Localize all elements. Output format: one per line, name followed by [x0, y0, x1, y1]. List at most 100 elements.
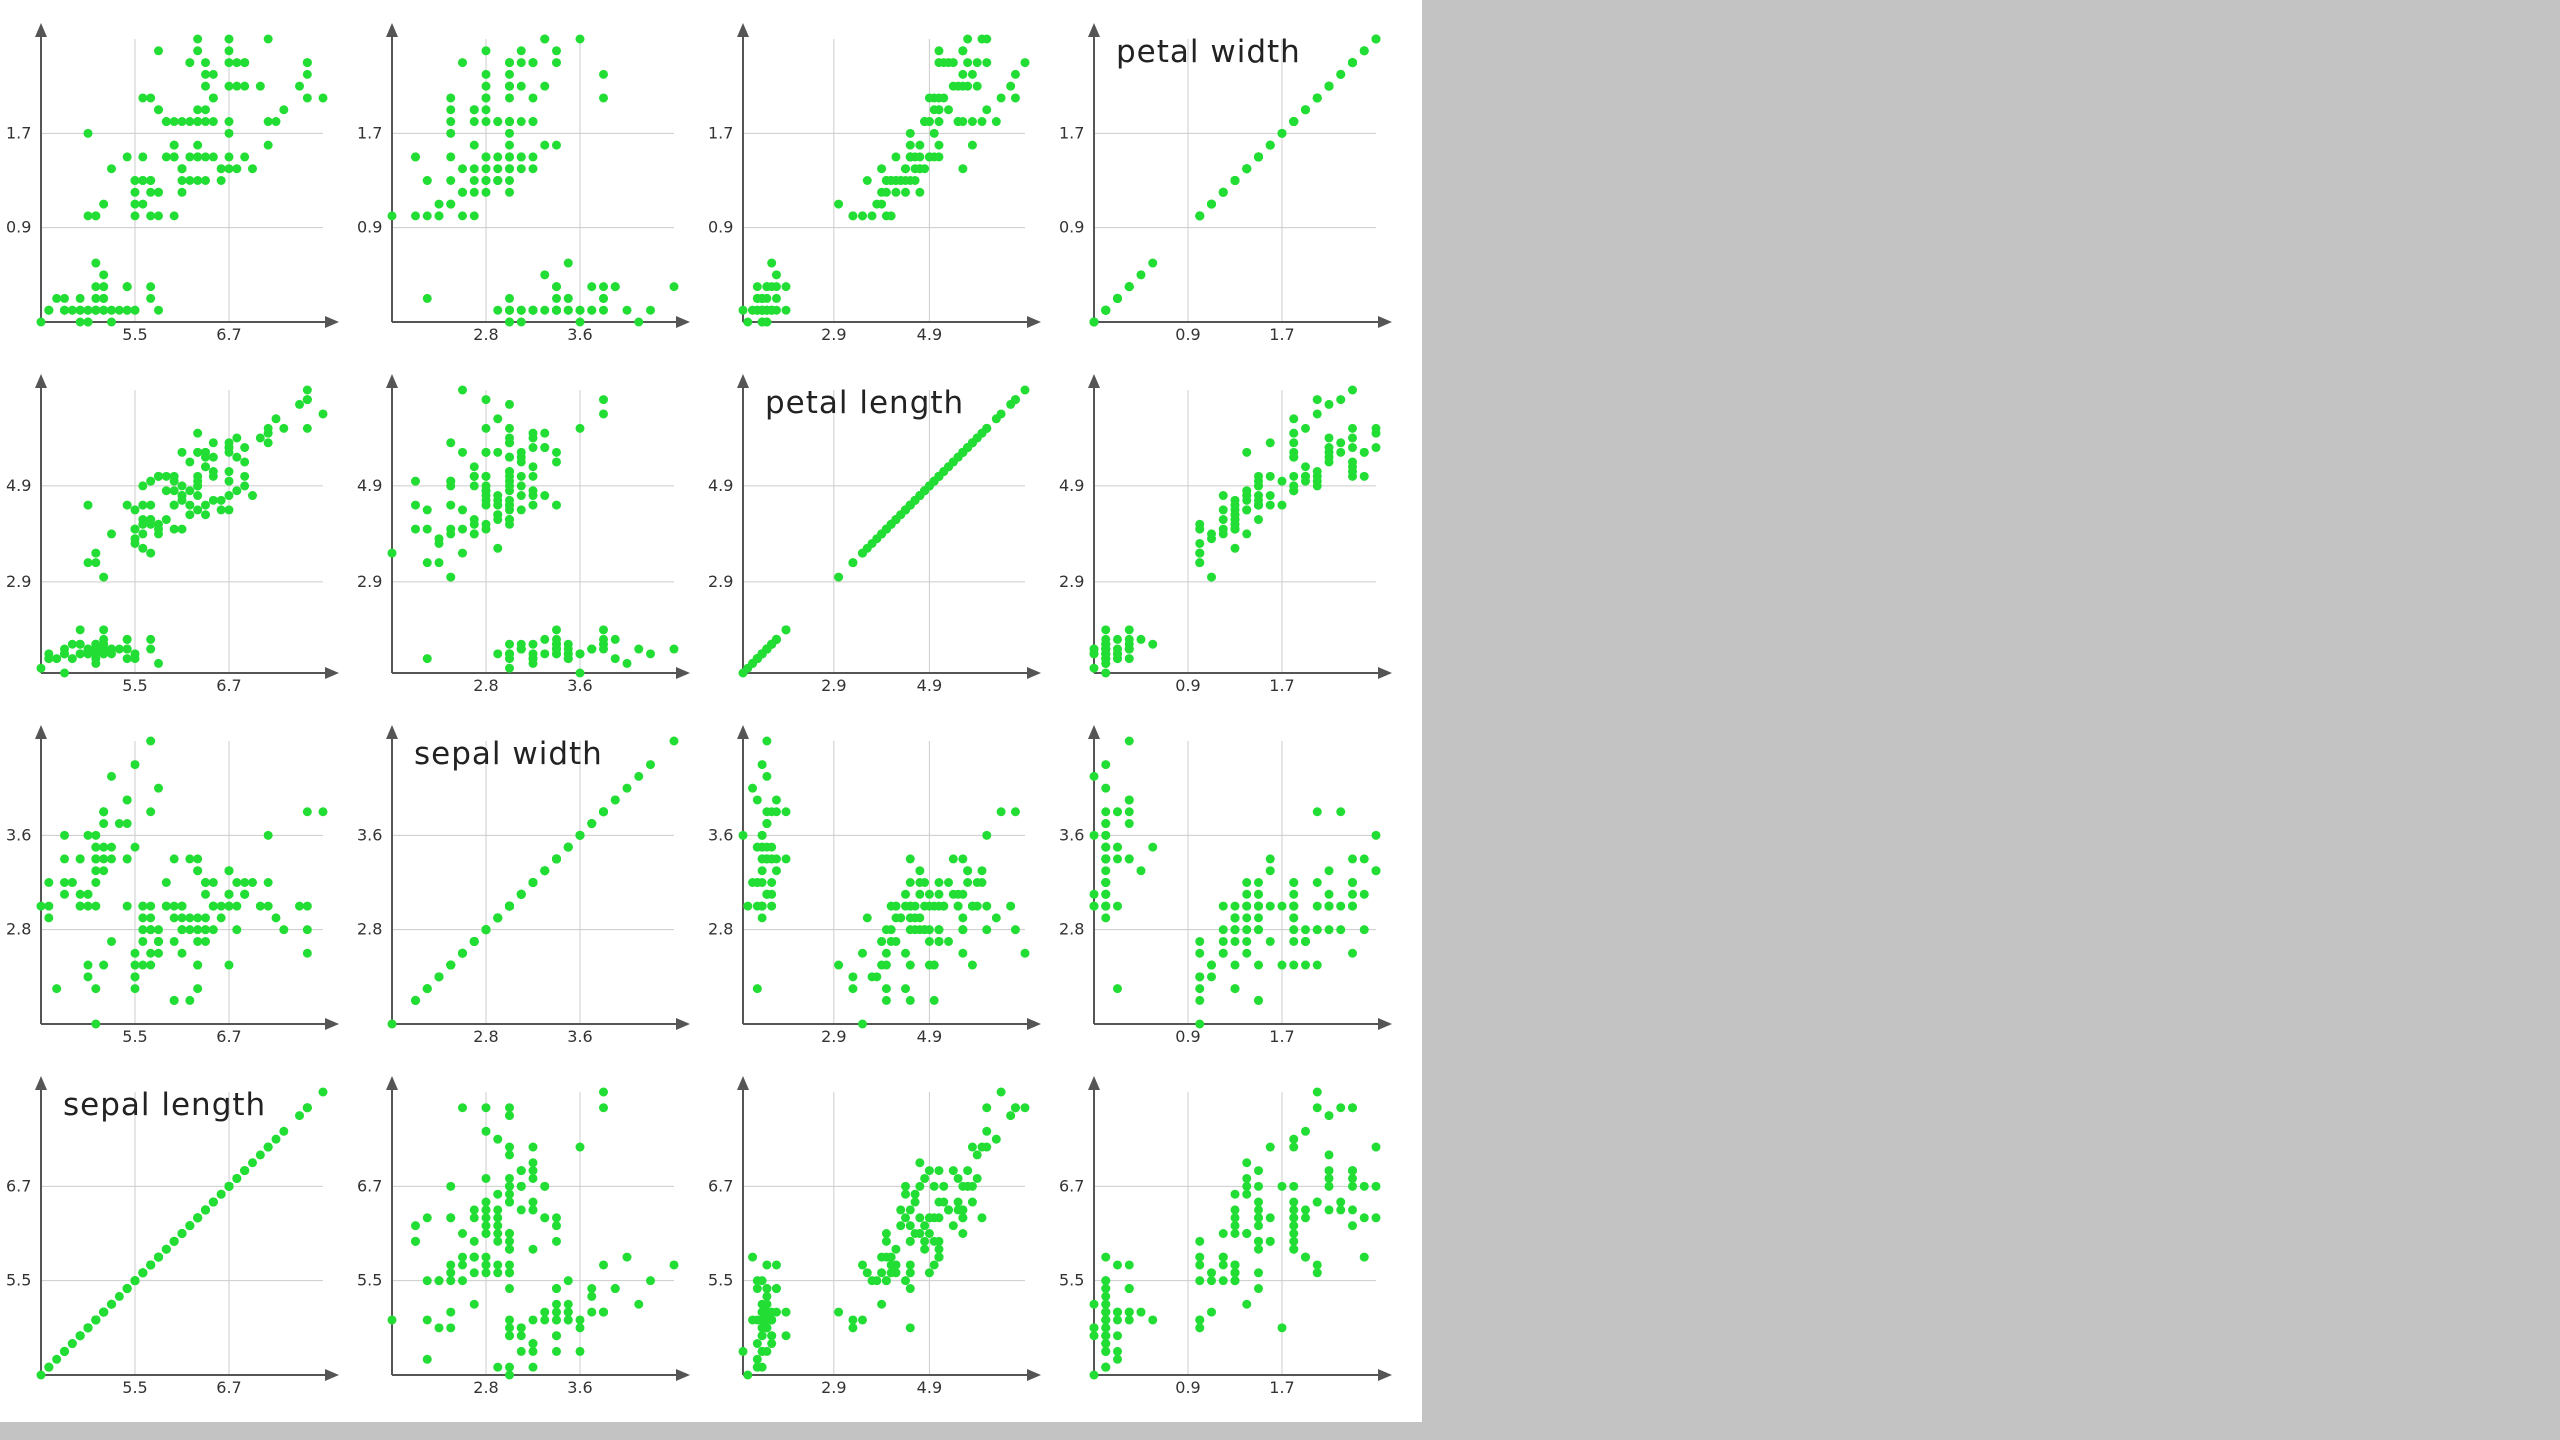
data-point [934, 46, 944, 56]
data-point [1254, 925, 1263, 935]
y-axis-arrow-icon [737, 725, 749, 739]
data-point [107, 529, 116, 539]
data-point [1020, 948, 1030, 958]
data-point [302, 1103, 312, 1113]
data-point [1301, 925, 1310, 935]
data-point [1301, 1252, 1310, 1262]
data-point [646, 305, 655, 315]
data-point [505, 486, 514, 496]
data-point [563, 842, 573, 852]
data-point [1101, 668, 1111, 678]
data-point [1089, 649, 1099, 659]
data-point [599, 1087, 608, 1097]
data-point [767, 1307, 777, 1317]
data-point [552, 282, 561, 292]
data-point [996, 409, 1006, 419]
data-point [848, 211, 858, 221]
data-point [146, 176, 156, 185]
data-point [458, 1252, 467, 1262]
x-axis-arrow-icon [1027, 667, 1041, 679]
data-point [481, 69, 491, 79]
data-point [915, 1213, 925, 1223]
data-point [1371, 34, 1381, 44]
data-point [948, 854, 958, 864]
data-point [1124, 1315, 1134, 1325]
data-point [1254, 1205, 1263, 1215]
data-point [279, 105, 289, 115]
data-point [934, 140, 944, 150]
data-point [99, 819, 109, 829]
data-point [201, 889, 210, 899]
data-point [743, 1370, 753, 1380]
data-point [915, 913, 925, 923]
data-point [552, 46, 561, 56]
data-point [122, 634, 132, 644]
x-tick-label: 2.8 [473, 1027, 498, 1046]
data-point [771, 795, 781, 805]
data-point [493, 543, 503, 553]
data-point [991, 1134, 1001, 1144]
data-point [958, 1213, 968, 1223]
data-point [1101, 1362, 1111, 1372]
data-point [505, 1173, 514, 1183]
data-point [255, 901, 265, 911]
data-point [169, 913, 179, 923]
data-point [1242, 1229, 1252, 1238]
data-point [201, 117, 210, 127]
data-point [1195, 211, 1205, 221]
data-point [1101, 1284, 1111, 1294]
data-point [1101, 783, 1111, 793]
data-point [781, 282, 791, 292]
y-tick-label: 0.9 [1059, 218, 1084, 237]
x-axis-arrow-icon [1378, 316, 1392, 328]
data-point [528, 1346, 538, 1356]
data-point [91, 282, 101, 292]
y-tick-label: 4.9 [357, 476, 382, 495]
data-point [910, 176, 920, 185]
data-point [411, 152, 420, 162]
data-point [901, 1276, 911, 1286]
data-point [240, 457, 250, 467]
data-point [552, 500, 561, 510]
data-point [208, 495, 218, 505]
y-axis-arrow-icon [1088, 23, 1100, 37]
data-point [67, 654, 77, 664]
data-point [193, 105, 203, 115]
data-point [1254, 889, 1263, 899]
data-point [934, 889, 944, 899]
data-point [505, 117, 514, 127]
data-point [107, 164, 116, 174]
data-point [130, 524, 140, 534]
data-point [528, 117, 538, 127]
data-point [963, 58, 973, 68]
data-point [1242, 486, 1252, 496]
data-point [1324, 399, 1334, 409]
data-point [905, 1323, 915, 1333]
data-point [75, 901, 85, 911]
data-point [1010, 93, 1020, 103]
y-axis-arrow-icon [386, 725, 398, 739]
data-point [958, 1229, 968, 1238]
data-point [107, 305, 116, 315]
data-point [575, 423, 585, 433]
data-point [528, 639, 538, 649]
data-point [44, 878, 54, 887]
data-point [738, 305, 748, 315]
data-point [910, 1197, 920, 1207]
data-point [757, 1331, 767, 1341]
x-tick-label: 2.8 [473, 1378, 498, 1397]
data-point [1101, 1346, 1111, 1356]
data-point [1254, 1221, 1263, 1231]
data-point [161, 486, 171, 496]
data-point [201, 1205, 210, 1215]
data-point [953, 1173, 963, 1183]
cell-sepal_width-vs-petal_length: 2.9 4.9 2.8 3.6 [708, 725, 1041, 1046]
data-point [130, 505, 140, 515]
data-point [232, 433, 242, 443]
data-point [387, 548, 397, 558]
data-point [154, 948, 163, 958]
data-point [1101, 878, 1111, 887]
data-point [1254, 1236, 1263, 1246]
data-point [1301, 462, 1310, 472]
data-point [1230, 925, 1240, 935]
